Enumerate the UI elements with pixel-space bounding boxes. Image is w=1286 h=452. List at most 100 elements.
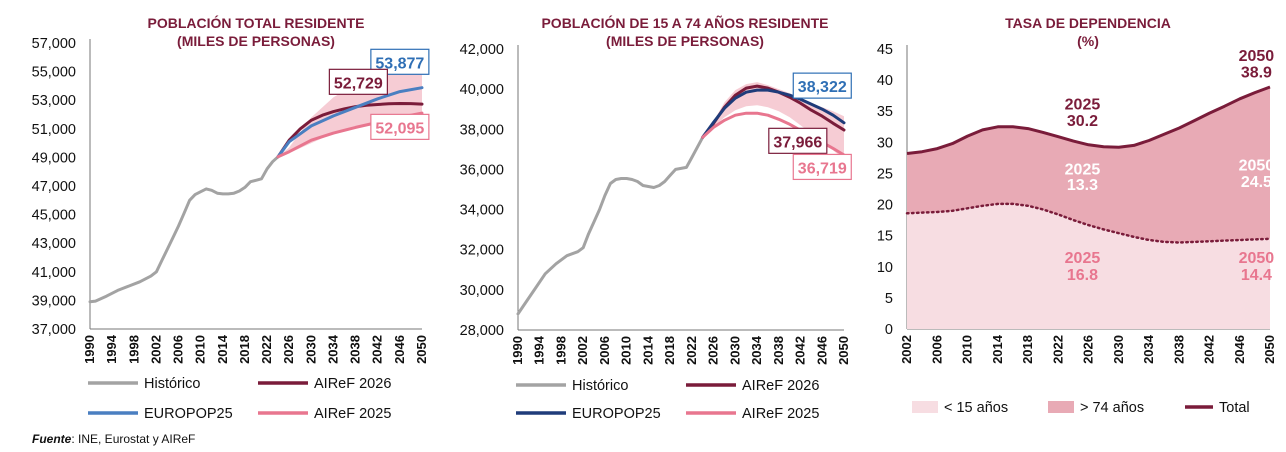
value-label-box bbox=[328, 68, 388, 95]
y-tick-label: 57,000 bbox=[32, 36, 76, 52]
series-line-hist-rico bbox=[516, 135, 705, 316]
x-tick-label: 1990 bbox=[82, 335, 97, 364]
x-tick-label: 1990 bbox=[510, 336, 525, 365]
x-tick-label: 2030 bbox=[727, 336, 742, 365]
chart-subtitle: (MILES DE PERSONAS) bbox=[177, 33, 335, 49]
x-tick-label: 2042 bbox=[370, 335, 385, 364]
chart-subtitle: (MILES DE PERSONAS) bbox=[606, 33, 764, 49]
y-tick-label: 30,000 bbox=[460, 283, 504, 299]
value-label: 2025 bbox=[1065, 96, 1101, 113]
under-15-boundary bbox=[905, 202, 1272, 244]
source-text: : INE, Eurostat y AIReF bbox=[71, 432, 196, 446]
y-tick-label: 35 bbox=[877, 104, 893, 120]
y-tick-label: 32,000 bbox=[460, 243, 504, 259]
x-tick-label: 2038 bbox=[348, 335, 363, 364]
value-label: 37,966 bbox=[773, 134, 822, 151]
x-tick-label: 2038 bbox=[1171, 335, 1186, 364]
x-tick-label: 1994 bbox=[532, 335, 547, 365]
legend-swatch bbox=[912, 401, 938, 413]
x-tick-label: 2026 bbox=[281, 335, 296, 364]
y-tick-label: 37,000 bbox=[32, 322, 76, 338]
legend-label: Total bbox=[1219, 400, 1250, 416]
y-tick-label: 42,000 bbox=[460, 42, 504, 58]
x-tick-label: 2022 bbox=[684, 336, 699, 365]
source-note: Fuente: INE, Eurostat y AIReF bbox=[32, 432, 195, 446]
x-tick-label: 2022 bbox=[1050, 335, 1065, 364]
value-label: 2050 bbox=[1239, 48, 1275, 65]
y-tick-label: 39,000 bbox=[32, 293, 76, 309]
x-tick-label: 2030 bbox=[1111, 335, 1126, 364]
x-tick-label: 2034 bbox=[749, 335, 764, 365]
y-tick-label: 20 bbox=[877, 198, 893, 214]
legend-label: AIReF 2025 bbox=[314, 406, 391, 422]
x-tick-label: 1998 bbox=[553, 336, 568, 365]
series-line-europop25 bbox=[701, 88, 846, 139]
x-tick-label: 2042 bbox=[1202, 335, 1217, 364]
x-tick-label: 2038 bbox=[771, 336, 786, 365]
x-tick-label: 2010 bbox=[960, 335, 975, 364]
x-tick-label: 2026 bbox=[1081, 335, 1096, 364]
value-label: 13.3 bbox=[1067, 177, 1098, 194]
y-tick-label: 5 bbox=[885, 291, 893, 307]
uncertainty-band bbox=[702, 82, 844, 160]
y-tick-label: 15 bbox=[877, 229, 893, 245]
value-label-box bbox=[370, 113, 430, 140]
x-tick-label: 2014 bbox=[640, 335, 655, 365]
y-tick-label: 10 bbox=[877, 260, 893, 276]
chart-panel-2: POBLACIÓN DE 15 A 74 AÑOS RESIDENTE (MILE… bbox=[460, 14, 852, 422]
y-tick-label: 28,000 bbox=[460, 323, 504, 339]
y-tick-label: 34,000 bbox=[460, 203, 504, 219]
series-line-europop25 bbox=[276, 86, 424, 159]
x-tick-label: 2050 bbox=[836, 336, 851, 365]
x-tick-label: 2050 bbox=[1262, 335, 1277, 364]
legend-label: AIReF 2025 bbox=[742, 406, 819, 422]
y-tick-label: 0 bbox=[885, 322, 893, 338]
value-label: 53,877 bbox=[375, 55, 424, 72]
value-label: 2050 bbox=[1239, 157, 1275, 174]
x-tick-label: 2002 bbox=[575, 336, 590, 365]
series-line-airef-2026 bbox=[276, 102, 424, 159]
y-tick-label: 38,000 bbox=[460, 122, 504, 138]
x-tick-label: 1998 bbox=[126, 335, 141, 364]
x-tick-label: 2006 bbox=[929, 335, 944, 364]
y-tick-label: 47,000 bbox=[32, 179, 76, 195]
x-tick-label: 2010 bbox=[193, 335, 208, 364]
x-tick-label: 2002 bbox=[899, 335, 914, 364]
value-label: 52,729 bbox=[334, 75, 383, 92]
value-label: 38,322 bbox=[798, 79, 847, 96]
chart-title: TASA DE DEPENDENCIA bbox=[1005, 15, 1171, 31]
legend-label: Histórico bbox=[572, 378, 628, 394]
x-tick-label: 1994 bbox=[104, 334, 119, 364]
value-label: 16.8 bbox=[1067, 267, 1098, 284]
legend-label: > 74 años bbox=[1080, 400, 1144, 416]
y-tick-label: 45,000 bbox=[32, 208, 76, 224]
x-tick-label: 2018 bbox=[1020, 335, 1035, 364]
y-tick-label: 53,000 bbox=[32, 93, 76, 109]
chart-subtitle: (%) bbox=[1077, 33, 1099, 49]
x-tick-label: 2002 bbox=[148, 335, 163, 364]
legend-label: Histórico bbox=[144, 376, 200, 392]
x-tick-label: 2034 bbox=[1141, 334, 1156, 364]
y-tick-label: 55,000 bbox=[32, 65, 76, 81]
value-label: 14.4 bbox=[1241, 267, 1272, 284]
value-label: 2050 bbox=[1239, 250, 1275, 267]
legend-label: AIReF 2026 bbox=[742, 378, 819, 394]
x-tick-label: 2022 bbox=[259, 335, 274, 364]
x-tick-label: 2018 bbox=[662, 336, 677, 365]
value-label: 2025 bbox=[1065, 250, 1101, 267]
legend-swatch bbox=[1048, 401, 1074, 413]
y-tick-label: 43,000 bbox=[32, 236, 76, 252]
value-label-box bbox=[792, 153, 852, 181]
x-tick-label: 2046 bbox=[814, 336, 829, 365]
x-tick-label: 2034 bbox=[325, 334, 340, 364]
value-label: 36,719 bbox=[798, 160, 847, 177]
x-tick-label: 2014 bbox=[215, 334, 230, 364]
y-tick-label: 25 bbox=[877, 166, 893, 182]
value-label: 30.2 bbox=[1067, 113, 1098, 130]
value-label: 38.9 bbox=[1241, 65, 1272, 82]
value-label: 24.5 bbox=[1241, 174, 1272, 191]
x-tick-label: 2046 bbox=[1232, 335, 1247, 364]
series-line-total bbox=[906, 85, 1271, 155]
y-tick-label: 40 bbox=[877, 73, 893, 89]
